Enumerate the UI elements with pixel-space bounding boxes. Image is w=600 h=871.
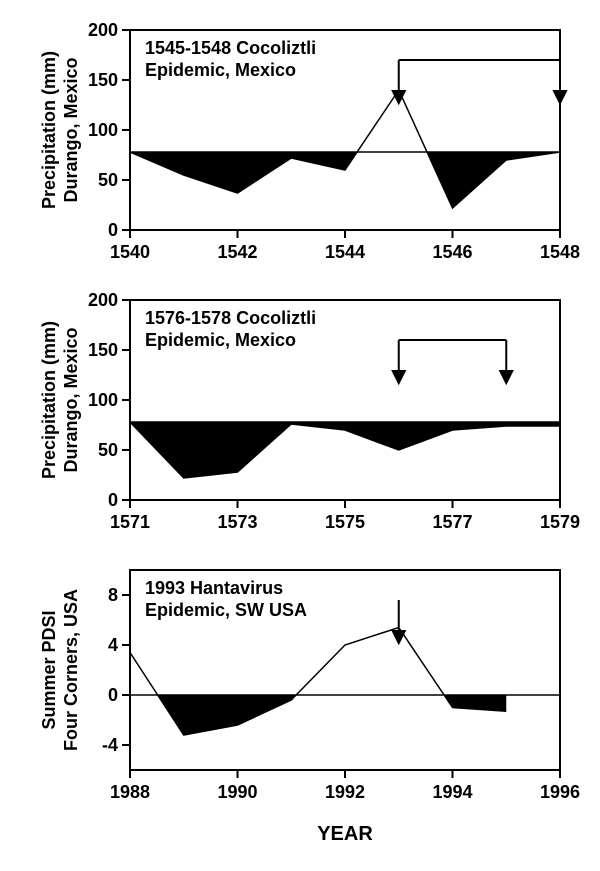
data-line (130, 90, 560, 208)
panel-title-line: Epidemic, SW USA (145, 600, 307, 620)
x-axis-title: YEAR (317, 823, 373, 845)
y-tick-label: 50 (98, 440, 118, 460)
panel-p1: 1540 1542 1544 1546 1548 0 50 100 150 200 1545-154… (39, 20, 580, 262)
x-tick-label: 1994 (432, 782, 472, 802)
y-axis-title: Precipitation (mm)Durango, Mexico (39, 321, 81, 479)
y-axis-title-line: Four Corners, USA (61, 589, 81, 751)
y-tick-label: 50 (98, 170, 118, 190)
event-arrowhead (393, 371, 405, 383)
y-axis-title-line: Summer PDSI (39, 610, 59, 729)
y-tick-label: 150 (88, 340, 118, 360)
y-axis-title-line: Precipitation (mm) (39, 321, 59, 479)
panel-title-line: 1545-1548 Cocoliztli (145, 38, 316, 58)
y-tick-label: 4 (108, 635, 118, 655)
x-tick-label: 1546 (432, 242, 472, 262)
y-axis-title: Precipitation (mm)Durango, Mexico (39, 51, 81, 209)
panel-p3: 1988 1990 1992 1994 1996 -4 0 4 8 1993 Hantavirus… (39, 570, 580, 802)
panel-title-line: Epidemic, Mexico (145, 330, 296, 350)
x-tick-label: 1544 (325, 242, 365, 262)
x-tick-label: 1542 (217, 242, 257, 262)
y-tick-label: 0 (108, 685, 118, 705)
event-arrowhead (500, 371, 512, 383)
x-tick-label: 1573 (217, 512, 257, 532)
x-tick-label: 1990 (217, 782, 257, 802)
x-tick-label: 1571 (110, 512, 150, 532)
x-tick-label: 1575 (325, 512, 365, 532)
below-baseline-fill (158, 695, 296, 735)
x-tick-label: 1996 (540, 782, 580, 802)
y-tick-label: 0 (108, 220, 118, 240)
panel-title-line: Epidemic, Mexico (145, 60, 296, 80)
y-axis-title-line: Durango, Mexico (61, 327, 81, 472)
y-tick-label: 0 (108, 490, 118, 510)
y-tick-label: 200 (88, 20, 118, 40)
y-tick-label: -4 (102, 735, 118, 755)
panel-title-line: 1993 Hantavirus (145, 578, 283, 598)
x-tick-label: 1540 (110, 242, 150, 262)
y-tick-label: 8 (108, 585, 118, 605)
x-tick-label: 1992 (325, 782, 365, 802)
below-baseline-fill (427, 152, 560, 208)
event-arrowhead (393, 631, 405, 643)
x-tick-label: 1548 (540, 242, 580, 262)
y-tick-label: 150 (88, 70, 118, 90)
event-arrowhead (554, 91, 566, 103)
x-tick-label: 1988 (110, 782, 150, 802)
y-tick-label: 200 (88, 290, 118, 310)
panel-title-line: 1576-1578 Cocoliztli (145, 308, 316, 328)
x-tick-label: 1579 (540, 512, 580, 532)
y-axis-title-line: Precipitation (mm) (39, 51, 59, 209)
y-tick-label: 100 (88, 390, 118, 410)
y-tick-label: 100 (88, 120, 118, 140)
y-axis-title-line: Durango, Mexico (61, 57, 81, 202)
below-baseline-fill (130, 152, 357, 193)
y-axis-title: Summer PDSIFour Corners, USA (39, 589, 81, 751)
panel-p2: 1571 1573 1575 1577 1579 0 50 100 150 200 1576-157… (39, 290, 580, 532)
x-tick-label: 1577 (432, 512, 472, 532)
